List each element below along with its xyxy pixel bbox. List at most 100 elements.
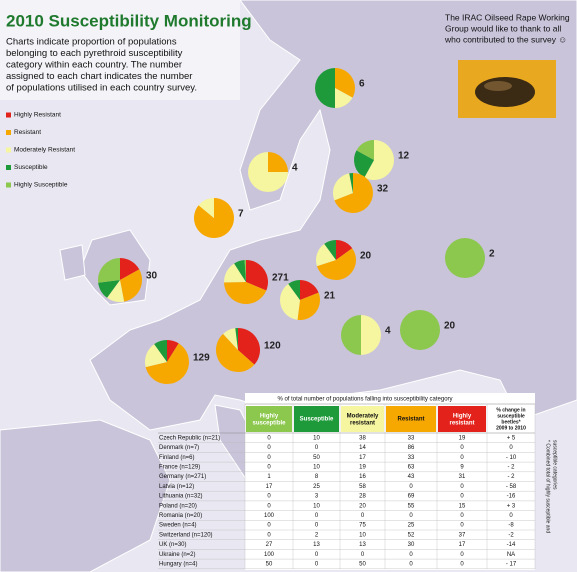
- cell-value: 8: [315, 474, 319, 480]
- pie-slice: [246, 260, 269, 291]
- legend-label: Highly Resistant: [14, 112, 61, 119]
- cell-value: 33: [408, 455, 415, 461]
- country: Lithuania (n=32): [159, 494, 203, 500]
- pie-slice: [224, 263, 246, 283]
- cell-value: 15: [459, 503, 466, 509]
- change-header: % change in: [496, 407, 525, 413]
- country: Switzerland (n=120): [159, 532, 213, 538]
- cell-value: 14: [359, 445, 366, 451]
- pie-slice: [248, 152, 288, 192]
- change-value: + 3: [507, 503, 516, 509]
- pie-slice: [216, 333, 255, 372]
- pie-slice: [335, 68, 355, 98]
- legend-swatch: [6, 112, 11, 118]
- cell-value: 2: [315, 532, 319, 538]
- description-line: of populations utilised in each country …: [6, 83, 197, 94]
- column-header: Resistant: [397, 417, 424, 423]
- cell-value: 17: [359, 455, 366, 461]
- cell-value: 25: [313, 484, 320, 490]
- cell-value: 0: [460, 494, 464, 500]
- cell-value: 0: [460, 455, 464, 461]
- cell-value: 10: [313, 435, 320, 441]
- cell-value: 37: [459, 532, 466, 538]
- cell-value: 50: [313, 455, 320, 461]
- pie-slice: [224, 282, 267, 305]
- pie-slice: [300, 280, 319, 300]
- cell-value: 10: [313, 503, 320, 509]
- pie-slice: [235, 328, 238, 350]
- pie-count: 30: [146, 271, 158, 282]
- pie-count: 2: [489, 249, 495, 260]
- cell-value: 17: [459, 542, 466, 548]
- column-header: Moderately resistant: [347, 413, 379, 426]
- pie-slice: [98, 280, 120, 298]
- cell-value: 25: [408, 523, 415, 529]
- title: 2010 Susceptibility Monitoring: [6, 11, 252, 30]
- pie-slice: [154, 340, 167, 362]
- pie-slice: [107, 280, 125, 302]
- pie-count: 120: [264, 341, 281, 352]
- country: Romania (n=20): [159, 513, 202, 519]
- cell-value: 0: [460, 484, 464, 490]
- cell-value: 9: [460, 465, 464, 471]
- cell-value: 0: [267, 445, 271, 451]
- change-value: -2: [508, 532, 514, 538]
- country: Czech Republic (n=21): [159, 435, 220, 441]
- pie-slice: [333, 173, 353, 201]
- pie-slice: [198, 198, 214, 218]
- cell-value: 38: [359, 435, 366, 441]
- cell-value: 10: [313, 465, 320, 471]
- cell-value: 43: [408, 474, 415, 480]
- cell-value: 100: [264, 552, 275, 558]
- cell-value: 0: [267, 503, 271, 509]
- cell-value: 0: [409, 513, 413, 519]
- pie-count: 4: [385, 326, 391, 337]
- cell-value: 0: [361, 552, 365, 558]
- column-header: Highly susceptible: [252, 413, 286, 426]
- change-value: - 58: [506, 484, 517, 490]
- change-header: 2009 to 2010: [496, 425, 526, 431]
- cell-value: 0: [267, 435, 271, 441]
- cell-value: 0: [267, 532, 271, 538]
- cell-value: 30: [408, 542, 415, 548]
- pie-slice: [364, 140, 394, 180]
- pie-slice: [341, 315, 361, 355]
- beetle: [475, 77, 535, 107]
- change-header: susceptible: [497, 413, 525, 419]
- description-line: category within each country. The number: [6, 60, 182, 71]
- cell-value: 0: [267, 455, 271, 461]
- pie-slice: [316, 243, 336, 267]
- pie-slice: [335, 88, 353, 108]
- cell-value: 0: [361, 513, 365, 519]
- change-value: NA: [507, 552, 515, 558]
- pie-slice: [167, 340, 179, 362]
- cell-value: 69: [408, 494, 415, 500]
- pie-slice: [145, 343, 189, 384]
- cell-value: 13: [359, 542, 366, 548]
- legend-label: Highly Susceptible: [14, 182, 68, 189]
- column-header-cell: [438, 406, 486, 432]
- cell-value: 0: [315, 552, 319, 558]
- cell-value: 0: [267, 494, 271, 500]
- country: Denmark (n=7): [159, 445, 199, 451]
- pie-slice: [280, 283, 300, 320]
- cell-value: 0: [315, 513, 319, 519]
- change-value: -8: [508, 523, 514, 529]
- country: Poland (n=20): [159, 503, 197, 509]
- cell-value: 75: [359, 523, 366, 529]
- country: UK (n=30): [159, 542, 187, 548]
- table-title: % of total number of populations falling…: [277, 397, 452, 403]
- cell-value: 0: [409, 562, 413, 568]
- pie-slice: [336, 240, 353, 260]
- cell-value: 0: [267, 465, 271, 471]
- thanks-line: who contributed to the survey ☺: [444, 34, 567, 44]
- country: Germany (n=271): [159, 474, 206, 480]
- pie-slice: [349, 173, 353, 193]
- pie-slice: [400, 310, 440, 350]
- cell-value: 3: [315, 494, 319, 500]
- change-value: 0: [509, 445, 513, 451]
- pie-count: 20: [444, 321, 456, 332]
- pie-slice: [315, 68, 335, 108]
- legend-swatch: [6, 182, 11, 188]
- cell-value: 52: [408, 532, 415, 538]
